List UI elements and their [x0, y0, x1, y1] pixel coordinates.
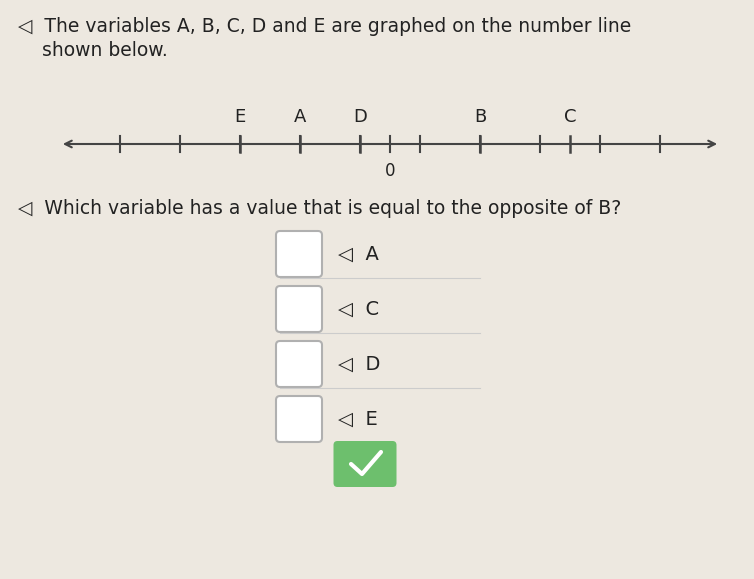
- FancyBboxPatch shape: [333, 441, 397, 487]
- Text: ◁  The variables A, B, C, D and E are graphed on the number line: ◁ The variables A, B, C, D and E are gra…: [18, 17, 631, 36]
- Text: ◁  C: ◁ C: [338, 299, 379, 318]
- Text: 0: 0: [385, 162, 395, 180]
- Text: ◁  D: ◁ D: [338, 354, 380, 373]
- FancyBboxPatch shape: [276, 286, 322, 332]
- Text: shown below.: shown below.: [18, 41, 167, 60]
- Text: ◁  Which variable has a value that is equal to the opposite of B?: ◁ Which variable has a value that is equ…: [18, 199, 621, 218]
- Text: A: A: [294, 108, 306, 126]
- FancyBboxPatch shape: [276, 231, 322, 277]
- Text: D: D: [353, 108, 367, 126]
- FancyBboxPatch shape: [276, 396, 322, 442]
- Text: B: B: [474, 108, 486, 126]
- Text: ◁  E: ◁ E: [338, 409, 378, 428]
- Text: C: C: [564, 108, 576, 126]
- Text: ◁  A: ◁ A: [338, 244, 379, 263]
- Text: E: E: [234, 108, 246, 126]
- FancyBboxPatch shape: [276, 341, 322, 387]
